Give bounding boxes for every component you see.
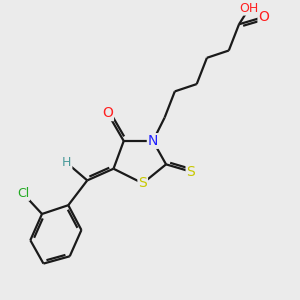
Text: O: O: [102, 106, 113, 120]
Text: S: S: [138, 176, 147, 190]
Text: H: H: [62, 156, 71, 170]
Text: OH: OH: [240, 2, 259, 15]
Text: S: S: [187, 165, 195, 178]
Text: Cl: Cl: [17, 187, 29, 200]
Text: N: N: [148, 134, 158, 148]
Text: O: O: [258, 10, 269, 24]
